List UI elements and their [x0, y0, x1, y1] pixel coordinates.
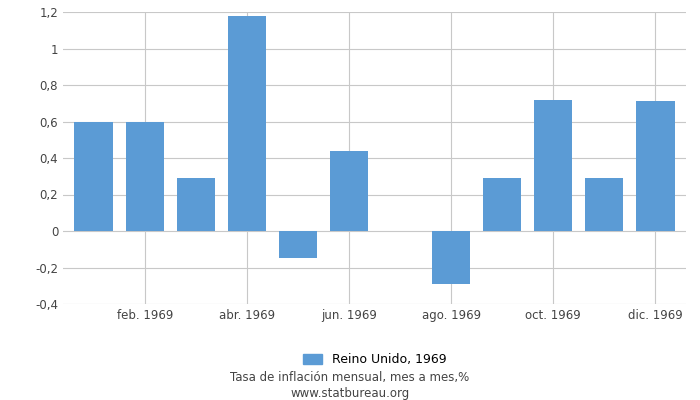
Bar — [279, 231, 317, 258]
Legend: Reino Unido, 1969: Reino Unido, 1969 — [298, 348, 452, 371]
Text: www.statbureau.org: www.statbureau.org — [290, 388, 410, 400]
Text: Tasa de inflación mensual, mes a mes,%: Tasa de inflación mensual, mes a mes,% — [230, 372, 470, 384]
Bar — [125, 122, 164, 231]
Bar — [330, 151, 368, 231]
Bar — [585, 178, 624, 231]
Bar — [483, 178, 522, 231]
Bar — [74, 122, 113, 231]
Bar — [228, 16, 266, 231]
Bar — [432, 231, 470, 284]
Bar — [534, 100, 573, 231]
Bar — [636, 102, 675, 231]
Bar — [176, 178, 215, 231]
